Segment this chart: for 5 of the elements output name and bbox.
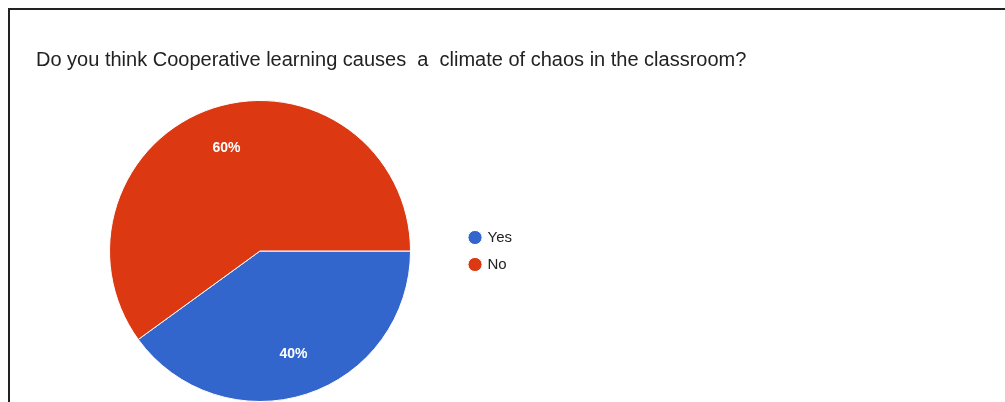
legend-label: No	[487, 254, 507, 272]
data-label: 40%	[279, 344, 309, 361]
legend-label: Yes	[487, 227, 513, 245]
chart-title: Do you think Cooperative learning causes a climate of chaos in the classroom?	[36, 48, 747, 71]
data-label: 60%	[212, 138, 242, 155]
